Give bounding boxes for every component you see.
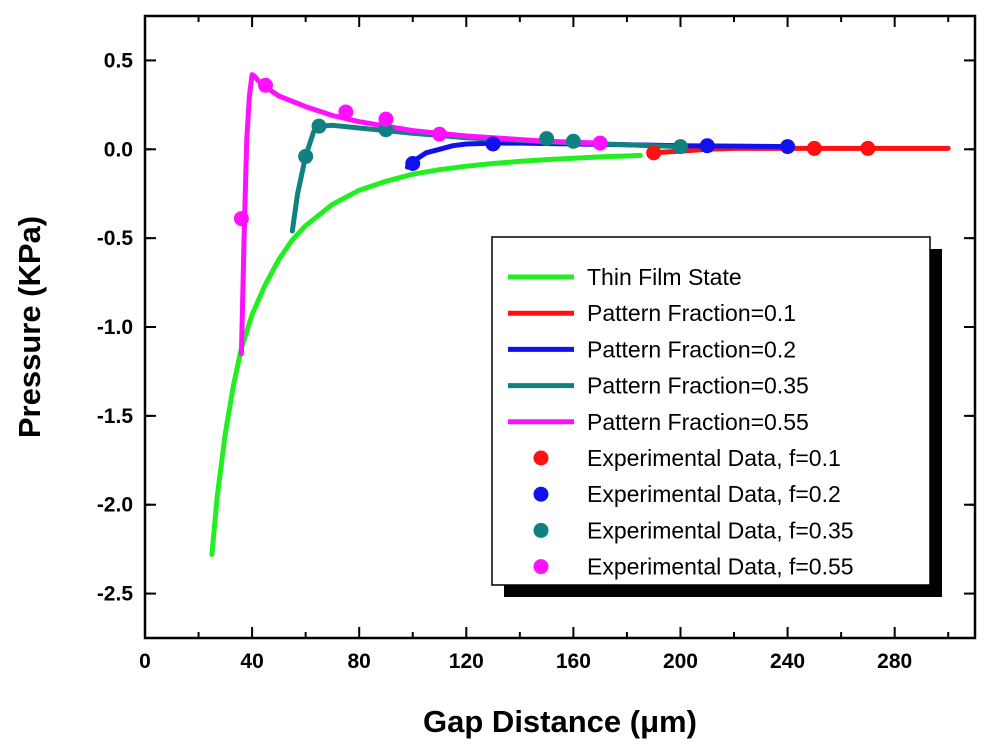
point-experimental-data-f-0-2 bbox=[699, 138, 715, 154]
legend-label: Experimental Data, f=0.55 bbox=[587, 554, 854, 580]
x-tick-label: 200 bbox=[663, 650, 698, 673]
point-experimental-data-f-0-2 bbox=[780, 139, 796, 155]
y-tick-label: -2.0 bbox=[97, 494, 133, 517]
x-axis-ticks: 0 40 80 120 160 200 240 280 bbox=[139, 16, 950, 673]
point-experimental-data-f-0-1 bbox=[646, 145, 662, 161]
y-axis-ticks: 0.5 0.0 -0.5 -1.0 -1.5 -2.0 -2.5 bbox=[97, 49, 975, 606]
point-experimental-data-f-0-35 bbox=[298, 148, 314, 164]
point-experimental-data-f-0-1 bbox=[860, 140, 876, 156]
y-tick-label: 0.5 bbox=[104, 49, 134, 72]
legend-label: Pattern Fraction=0.55 bbox=[587, 409, 809, 435]
y-axis-label: Pressure (KPa) bbox=[12, 216, 47, 438]
x-tick-label: 160 bbox=[556, 650, 591, 673]
point-experimental-data-f-0-55 bbox=[233, 211, 249, 227]
legend-swatch-experimental-data-f-0-55 bbox=[533, 559, 549, 575]
y-tick-label: -1.5 bbox=[97, 405, 134, 428]
line-thin-film-state bbox=[209, 153, 643, 557]
legend-label: Experimental Data, f=0.35 bbox=[587, 517, 854, 543]
legend-swatch-experimental-data-f-0-35 bbox=[533, 522, 549, 538]
series-markers bbox=[233, 77, 876, 227]
legend-label: Pattern Fraction=0.2 bbox=[587, 336, 796, 362]
legend: Thin Film State Pattern Fraction=0.1 Patte… bbox=[491, 236, 942, 597]
legend-label: Experimental Data, f=0.2 bbox=[587, 481, 841, 507]
x-tick-label: 80 bbox=[348, 650, 371, 673]
legend-swatch-experimental-data-f-0-2 bbox=[533, 486, 549, 502]
point-experimental-data-f-0-35 bbox=[565, 133, 581, 149]
point-experimental-data-f-0-35 bbox=[672, 139, 688, 155]
point-experimental-data-f-0-55 bbox=[378, 111, 394, 127]
legend-label: Thin Film State bbox=[587, 264, 742, 290]
point-experimental-data-f-0-2 bbox=[405, 156, 421, 172]
point-experimental-data-f-0-55 bbox=[338, 104, 354, 120]
line-pattern-fraction-0-55 bbox=[238, 72, 603, 357]
x-tick-label: 40 bbox=[240, 650, 263, 673]
y-tick-label: -0.5 bbox=[97, 227, 134, 250]
legend-box bbox=[491, 236, 931, 586]
legend-label: Experimental Data, f=0.1 bbox=[587, 445, 841, 471]
y-tick-label: -1.0 bbox=[97, 316, 133, 339]
legend-label: Pattern Fraction=0.1 bbox=[587, 300, 796, 326]
point-experimental-data-f-0-1 bbox=[806, 140, 822, 156]
point-experimental-data-f-0-55 bbox=[432, 126, 448, 142]
point-experimental-data-f-0-35 bbox=[311, 118, 327, 134]
point-experimental-data-f-0-55 bbox=[257, 77, 273, 93]
x-tick-label: 0 bbox=[139, 650, 151, 673]
y-tick-label: 0.0 bbox=[104, 138, 133, 161]
point-experimental-data-f-0-2 bbox=[485, 136, 501, 152]
point-experimental-data-f-0-55 bbox=[592, 135, 608, 151]
x-tick-label: 240 bbox=[770, 650, 805, 673]
x-axis-label: Gap Distance (μm) bbox=[423, 704, 697, 739]
x-tick-label: 120 bbox=[449, 650, 484, 673]
legend-label: Pattern Fraction=0.35 bbox=[587, 373, 809, 399]
point-experimental-data-f-0-35 bbox=[539, 131, 555, 147]
x-tick-label: 280 bbox=[877, 650, 912, 673]
legend-swatch-experimental-data-f-0-1 bbox=[533, 450, 549, 466]
y-tick-label: -2.5 bbox=[97, 583, 134, 606]
point-experimental-data-f-0-35 bbox=[378, 122, 394, 138]
